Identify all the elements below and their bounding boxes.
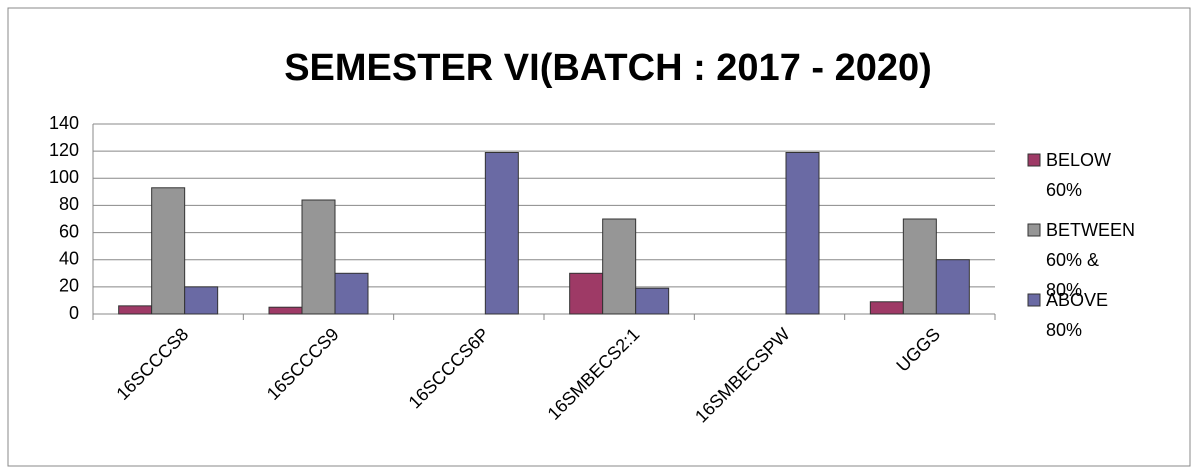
legend-label: BETWEEN 60% & 80% xyxy=(1046,220,1136,300)
legend-swatch xyxy=(1027,153,1041,167)
y-tick-label: 40 xyxy=(59,248,79,268)
bar xyxy=(484,152,519,315)
legend-label: ABOVE 80% xyxy=(1046,290,1109,340)
y-tick-label: 120 xyxy=(49,140,79,160)
bar xyxy=(869,301,904,315)
legend-swatch xyxy=(1027,223,1041,237)
chart-border xyxy=(7,7,1191,467)
legend-label: BELOW 60% xyxy=(1046,150,1112,200)
y-tick-label: 60 xyxy=(59,221,79,241)
chart-title: SEMESTER VI(BATCH : 2017 - 2020) xyxy=(284,47,932,89)
bar xyxy=(902,218,937,315)
bar xyxy=(569,272,604,315)
y-tick-label: 140 xyxy=(49,113,79,133)
bar xyxy=(118,305,153,315)
y-tick-label: 0 xyxy=(69,303,79,323)
y-tick-label: 100 xyxy=(49,167,79,187)
bar xyxy=(268,306,303,315)
bar xyxy=(602,218,637,315)
bar xyxy=(785,152,820,315)
y-tick-label: 20 xyxy=(59,276,79,296)
bar xyxy=(635,287,670,315)
bar xyxy=(184,286,219,315)
bar xyxy=(334,272,369,315)
bar xyxy=(301,199,336,315)
y-tick-label: 80 xyxy=(59,194,79,214)
bar xyxy=(935,259,970,315)
bar xyxy=(151,187,186,315)
legend-swatch xyxy=(1027,293,1041,307)
